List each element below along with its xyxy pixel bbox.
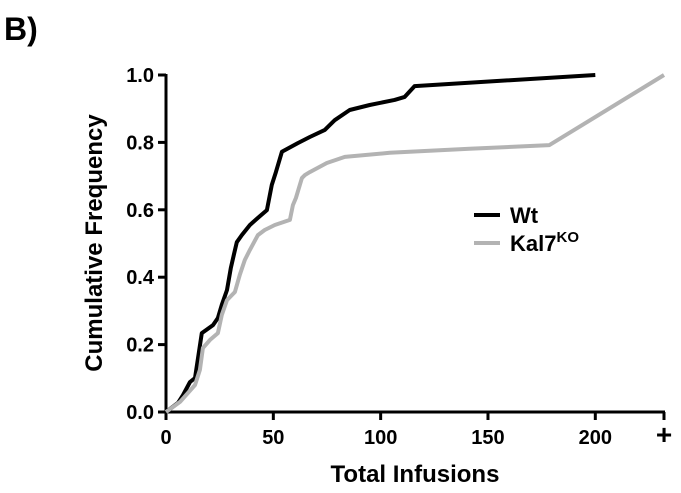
legend-name: Wt <box>510 203 539 228</box>
y-tick-label: 0.8 <box>126 132 154 154</box>
y-tick-label: 0.4 <box>126 267 155 289</box>
y-tick-label: 0.0 <box>126 402 154 424</box>
data-line <box>164 73 666 414</box>
x-axis-label: Total Infusions <box>331 461 500 488</box>
x-tick-label: 150 <box>471 427 504 449</box>
x-tick-label: + <box>656 419 672 450</box>
legend-label: Kal7KO <box>510 229 579 256</box>
y-tick-label: 1.0 <box>126 65 154 87</box>
y-tick-label: 0.2 <box>126 335 154 357</box>
x-tick-label: 0 <box>160 427 171 449</box>
panel-label: B) <box>4 11 38 47</box>
data-line <box>164 73 596 414</box>
x-tick-label: 200 <box>579 427 612 449</box>
x-tick-label: 100 <box>364 427 397 449</box>
legend-name: Kal7 <box>510 231 556 256</box>
y-axis-label: Cumulative Frequency <box>81 114 108 372</box>
legend-superscript: KO <box>556 229 579 246</box>
x-tick-label: 50 <box>262 427 284 449</box>
legend-label: Wt <box>510 203 539 228</box>
y-tick-label: 0.6 <box>126 200 154 222</box>
